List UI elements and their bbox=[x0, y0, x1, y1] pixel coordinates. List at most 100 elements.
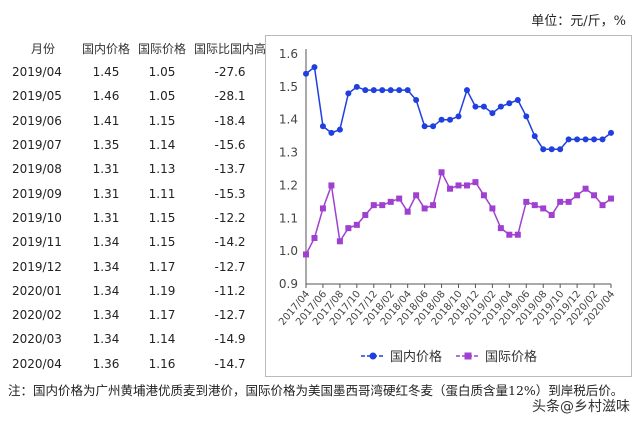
table-cell: 2019/12 bbox=[12, 259, 62, 274]
data-point bbox=[565, 136, 572, 143]
data-point bbox=[480, 192, 487, 199]
table-cell: 1.19 bbox=[148, 283, 176, 298]
table-row: 2019/12 1.34 1.17 -12.7 bbox=[8, 254, 270, 278]
table-cell: 1.41 bbox=[92, 113, 120, 128]
data-point bbox=[455, 113, 462, 120]
table-cell: -12.2 bbox=[214, 210, 246, 225]
table-row: 2019/08 1.31 1.13 -13.7 bbox=[8, 157, 270, 181]
data-point bbox=[557, 146, 564, 153]
table-cell: 1.15 bbox=[148, 210, 176, 225]
data-point bbox=[574, 192, 581, 199]
table-cell: 1.34 bbox=[92, 332, 120, 347]
data-point bbox=[362, 212, 369, 218]
data-point bbox=[430, 123, 437, 130]
y-tick-label: 0.9 bbox=[279, 277, 298, 291]
data-point bbox=[421, 205, 428, 212]
column-header: 国内价格 bbox=[82, 41, 131, 56]
data-point bbox=[319, 123, 326, 130]
data-point bbox=[514, 97, 521, 103]
data-point bbox=[319, 205, 326, 212]
data-point bbox=[531, 133, 538, 140]
table-cell: 1.13 bbox=[148, 162, 176, 177]
table-cell: -14.7 bbox=[214, 356, 246, 371]
table-row: 2020/04 1.36 1.16 -14.7 bbox=[8, 352, 270, 376]
table-cell: 2019/11 bbox=[12, 235, 62, 250]
y-tick-label: 1.2 bbox=[279, 178, 298, 192]
table-cell: 1.31 bbox=[92, 186, 120, 201]
data-point bbox=[396, 87, 403, 94]
table-cell: 2020/03 bbox=[12, 332, 62, 347]
data-point bbox=[480, 103, 487, 110]
footnote: 注：国内价格为广州黄埔港优质麦到港价，国际价格为美国墨西哥湾硬红冬麦（蛋白质含量… bbox=[8, 383, 624, 398]
table-cell: 1.34 bbox=[92, 283, 120, 298]
data-point bbox=[472, 179, 479, 186]
table-cell: 2019/04 bbox=[12, 65, 62, 80]
y-tick-label: 1.0 bbox=[279, 244, 298, 258]
data-point bbox=[438, 116, 445, 123]
table-row: 2020/02 1.34 1.17 -12.7 bbox=[8, 303, 270, 327]
data-point bbox=[328, 182, 335, 189]
y-tick-label: 1.1 bbox=[279, 211, 298, 225]
table-cell: 1.11 bbox=[148, 186, 176, 201]
table-row: 2019/09 1.31 1.11 -15.3 bbox=[8, 181, 270, 205]
data-point bbox=[608, 195, 614, 202]
data-point bbox=[387, 87, 394, 94]
data-point bbox=[430, 202, 437, 209]
data-point bbox=[523, 198, 530, 205]
data-point bbox=[396, 195, 403, 202]
table-row: 2020/03 1.34 1.14 -14.9 bbox=[8, 327, 270, 351]
table-cell: 1.31 bbox=[92, 210, 120, 225]
data-point bbox=[548, 146, 555, 153]
table-cell: 1.17 bbox=[148, 259, 176, 274]
data-point bbox=[599, 136, 606, 143]
legend-marker bbox=[369, 352, 377, 360]
data-point bbox=[370, 87, 377, 94]
table-cell: 1.05 bbox=[148, 89, 176, 104]
table-row: 2019/07 1.35 1.14 -15.6 bbox=[8, 133, 270, 157]
table-row: 2019/10 1.31 1.15 -12.2 bbox=[8, 206, 270, 230]
table-cell: 1.34 bbox=[92, 235, 120, 250]
table-cell: 1.45 bbox=[92, 65, 120, 80]
data-point bbox=[540, 146, 547, 153]
table-cell: -11.2 bbox=[214, 283, 246, 298]
legend-label: 国内价格 bbox=[390, 349, 442, 365]
data-point bbox=[506, 100, 513, 107]
table-row: 2019/04 1.45 1.05 -27.6 bbox=[8, 60, 270, 84]
table-cell: -12.7 bbox=[214, 259, 246, 274]
data-point bbox=[328, 129, 335, 136]
table-cell: 1.35 bbox=[92, 138, 120, 153]
data-point bbox=[345, 225, 352, 232]
data-point bbox=[447, 185, 454, 192]
data-point bbox=[447, 116, 454, 123]
table-cell: 2019/05 bbox=[12, 89, 62, 104]
data-point bbox=[404, 208, 411, 215]
data-point bbox=[336, 126, 343, 133]
table-cell: 1.36 bbox=[92, 356, 120, 371]
table-cell: 2019/08 bbox=[12, 162, 62, 177]
data-point bbox=[370, 202, 377, 209]
table-cell: -14.9 bbox=[214, 332, 246, 347]
table-cell: 1.15 bbox=[148, 113, 176, 128]
table-cell: 1.31 bbox=[92, 162, 120, 177]
table-cell: -27.6 bbox=[214, 65, 246, 80]
data-point bbox=[311, 64, 318, 71]
table-cell: -13.7 bbox=[214, 162, 246, 177]
chart-frame: 0.9 1.0 1.1 1.2 1.3 1.4 1.5 1.6 2017/04 2017/06 20… bbox=[265, 35, 632, 377]
data-point bbox=[489, 205, 496, 212]
series-line bbox=[305, 65, 612, 151]
data-point bbox=[514, 231, 521, 238]
table-cell: 2019/06 bbox=[12, 113, 62, 128]
data-point bbox=[608, 129, 614, 136]
column-header: 国际价格 bbox=[138, 41, 187, 56]
line-chart: 0.91.01.11.21.31.41.51.62017/042017/0620… bbox=[277, 47, 617, 365]
table-row: 2019/06 1.41 1.15 -18.4 bbox=[8, 109, 270, 133]
table-row: 2019/05 1.46 1.05 -28.1 bbox=[8, 84, 270, 108]
data-point bbox=[557, 198, 564, 205]
table-cell: 1.16 bbox=[148, 356, 176, 371]
data-point bbox=[421, 123, 428, 130]
data-point bbox=[497, 103, 504, 110]
data-point bbox=[303, 70, 309, 77]
data-point bbox=[472, 103, 479, 110]
y-tick-label: 1.3 bbox=[279, 146, 298, 160]
data-point bbox=[463, 87, 470, 94]
